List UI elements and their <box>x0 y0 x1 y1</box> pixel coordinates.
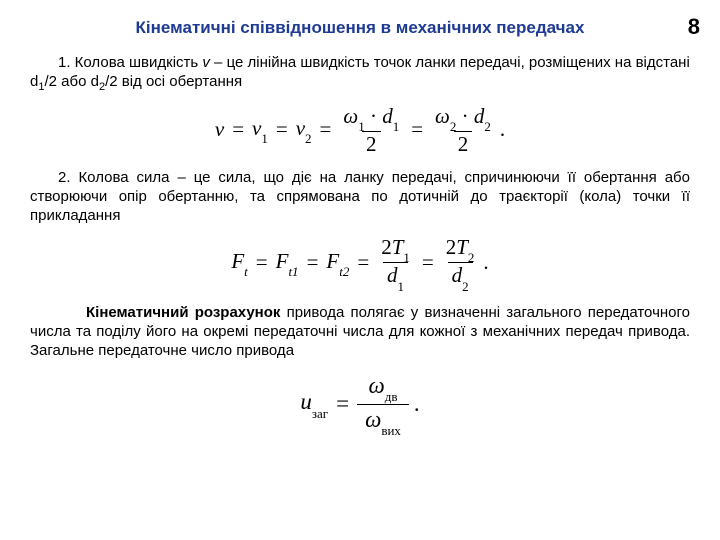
f2-d1: d <box>387 263 398 287</box>
f2-T2s: 2 <box>468 250 475 265</box>
f1-d2: d <box>474 104 485 128</box>
f2-Ft2: t2 <box>339 264 349 279</box>
paragraph-1: 1. Колова швидкість v – це лінійна швидк… <box>30 54 690 95</box>
paragraph-3: Кінематичний розрахунок привода полягає … <box>30 304 690 360</box>
f2-frac2: 2T2 d2 <box>442 236 479 291</box>
f1-v2sub: 2 <box>305 131 312 146</box>
f1-period: . <box>500 117 505 142</box>
f1-w2s: 2 <box>450 119 457 134</box>
f1-v1: v <box>252 116 261 140</box>
f2-Ft1: t1 <box>288 264 298 279</box>
f1-den1: 2 <box>362 131 381 155</box>
f2-F: F <box>231 249 244 273</box>
f3-frac: ωдв ωвих <box>357 371 409 438</box>
f2-eq4: = <box>422 250 434 275</box>
f1-d1: d <box>382 104 393 128</box>
f1-v: v <box>215 117 224 142</box>
f2-2b: 2 <box>446 235 457 259</box>
f3-eq: = <box>336 391 349 417</box>
f2-2a: 2 <box>381 235 392 259</box>
page-title: Кінематичні співвідношення в механічних … <box>30 18 690 38</box>
f2-frac1: 2T1 d1 <box>377 236 414 291</box>
f1-d1s: 1 <box>393 119 400 134</box>
formula-2: Ft = Ft1 = Ft2 = 2T1 d1 = 2T2 d2 . <box>30 236 690 291</box>
formula-1: v = v1 = v2 = ω1 · d1 2 = ω2 · d2 2 . <box>30 105 690 156</box>
f2-eq1: = <box>256 250 268 275</box>
f1-eq2: = <box>276 117 288 142</box>
formula-3: uзаг = ωдв ωвих . <box>30 371 690 438</box>
f3-wd: ω <box>365 407 381 432</box>
f3-wn: ω <box>368 373 384 398</box>
f2-T1s: 1 <box>403 250 410 265</box>
f1-w1: ω <box>343 104 358 128</box>
f3-wns: дв <box>385 389 398 404</box>
f2-d1s: 1 <box>398 279 405 294</box>
f1-den2: 2 <box>454 131 473 155</box>
f3-wds: вих <box>381 423 401 438</box>
p2-text: 2. Колова сила – це сила, що діє на ланк… <box>30 169 690 224</box>
f1-w2: ω <box>435 104 450 128</box>
f1-eq3: = <box>320 117 332 142</box>
f1-frac1: ω1 · d1 2 <box>339 105 403 156</box>
f1-v2: v <box>296 116 305 140</box>
f2-period: . <box>483 250 488 275</box>
p3-bold: Кінематичний розрахунок <box>86 304 280 321</box>
page-number: 8 <box>688 14 700 40</box>
paragraph-2: 2. Колова сила – це сила, що діє на ланк… <box>30 169 690 225</box>
f1-eq1: = <box>232 117 244 142</box>
f1-dot2: · <box>456 104 474 128</box>
p1-text-a: 1. Колова швидкість <box>58 54 202 71</box>
p1-var-v: v <box>202 54 210 71</box>
f2-eq3: = <box>357 250 369 275</box>
f3-period: . <box>414 391 420 417</box>
f2-Ft: t <box>244 264 248 279</box>
f2-F1: F <box>276 249 289 273</box>
f1-d2s: 2 <box>484 119 491 134</box>
f1-eq4: = <box>411 117 423 142</box>
f1-frac2: ω2 · d2 2 <box>431 105 495 156</box>
f2-eq2: = <box>307 250 319 275</box>
f2-T2: T <box>456 235 468 259</box>
f2-d2s: 2 <box>462 279 469 294</box>
p1-text-d: /2 від осі обертання <box>105 73 242 90</box>
f2-F2: F <box>326 249 339 273</box>
p1-text-c: /2 або d <box>44 73 98 90</box>
f1-dot1: · <box>365 104 383 128</box>
f3-usub: заг <box>312 406 328 421</box>
f3-u: u <box>300 389 312 414</box>
f1-w1s: 1 <box>358 119 365 134</box>
f1-v1sub: 1 <box>261 131 268 146</box>
f2-T1: T <box>392 235 404 259</box>
f2-d2: d <box>452 263 463 287</box>
